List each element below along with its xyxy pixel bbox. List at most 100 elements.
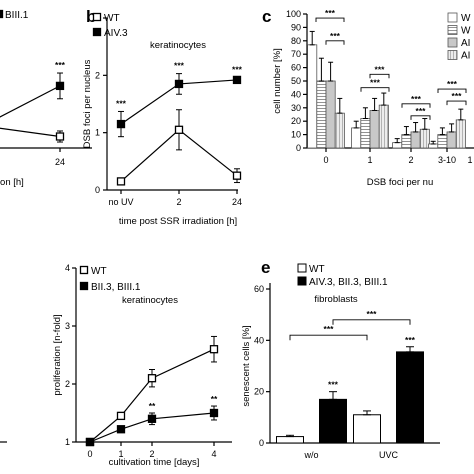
c-y-tick-label: 80 bbox=[291, 36, 301, 46]
e-y-tick-label: 40 bbox=[254, 335, 264, 345]
e-bar bbox=[276, 436, 304, 444]
c-panel-letter: c bbox=[262, 7, 271, 26]
d-point bbox=[147, 374, 157, 383]
c-legend-label: W bbox=[461, 13, 471, 24]
e-legend-swatch bbox=[297, 263, 307, 273]
d-x-tick-label: 0 bbox=[87, 449, 92, 459]
b-legend-marker bbox=[92, 12, 102, 22]
d-y-tick-label: 4 bbox=[65, 263, 70, 273]
e-significance: *** bbox=[328, 380, 339, 390]
c-bar bbox=[419, 128, 430, 149]
b-x-tick-label: 24 bbox=[232, 197, 242, 207]
c-significance: *** bbox=[325, 8, 336, 18]
c-bar bbox=[360, 118, 371, 149]
a-legend-marker bbox=[0, 9, 4, 19]
b-legend-marker bbox=[92, 27, 102, 37]
c-bar bbox=[392, 142, 403, 149]
a-series-filled-line bbox=[0, 85, 61, 118]
e-legend-label: WT bbox=[309, 264, 325, 275]
a-x-axis-label: ation [h] bbox=[0, 177, 24, 188]
c-y-tick-label: 0 bbox=[296, 143, 301, 153]
c-x-tick-label: 1 bbox=[467, 155, 472, 165]
c-significance: *** bbox=[411, 94, 422, 104]
e-legend-label: AIV.3, BII.3, BIII.1 bbox=[309, 277, 388, 288]
c-significance: *** bbox=[447, 79, 458, 89]
d-point bbox=[116, 425, 126, 434]
d-legend-marker bbox=[79, 265, 89, 275]
c-bracket bbox=[315, 17, 345, 23]
b-significance: *** bbox=[232, 65, 243, 75]
e-y-axis-label: senescent cells [%] bbox=[241, 325, 252, 406]
c-x-tick-label: 1 bbox=[367, 155, 372, 165]
a-legend-label: BIII.1 bbox=[5, 10, 29, 21]
c-legend-label: AI bbox=[461, 51, 470, 62]
c-significance: *** bbox=[452, 91, 463, 101]
c-bar bbox=[410, 131, 421, 149]
e-y-tick-label: 60 bbox=[254, 284, 264, 294]
c-legend-label: AI bbox=[461, 38, 470, 49]
c-y-axis-label: cell number [%] bbox=[272, 48, 283, 113]
d-point bbox=[209, 345, 219, 354]
c-bracket bbox=[325, 40, 345, 45]
c-y-tick-label: 60 bbox=[291, 63, 301, 73]
d-point bbox=[209, 408, 219, 418]
b-y-tick-label: 1 bbox=[95, 128, 100, 138]
b-y-tick-label: 2 bbox=[95, 70, 100, 80]
d-legend-label: WT bbox=[91, 266, 107, 277]
e-y-tick-label: 20 bbox=[254, 387, 264, 397]
e-bar bbox=[319, 398, 347, 444]
b-x-tick-label: no UV bbox=[108, 197, 133, 207]
c-y-tick-label: 50 bbox=[291, 76, 301, 86]
b-y-tick-label: 0 bbox=[95, 185, 100, 195]
c-bracket bbox=[410, 115, 431, 120]
c-bar bbox=[401, 134, 412, 149]
c-y-tick-label: 30 bbox=[291, 103, 301, 113]
d-point bbox=[147, 414, 157, 423]
c-y-tick-label: 20 bbox=[291, 116, 301, 126]
d-point bbox=[116, 411, 126, 421]
a-significance: *** bbox=[55, 60, 66, 70]
b-y-axis-label: DSB foci per nucleus bbox=[82, 59, 93, 148]
c-bar bbox=[455, 119, 466, 149]
c-bar bbox=[428, 143, 439, 149]
b-point bbox=[116, 177, 126, 186]
d-series-line-wt bbox=[89, 348, 215, 443]
e-bracket bbox=[332, 319, 411, 325]
d-y-tick-label: 3 bbox=[65, 321, 70, 331]
c-y-tick-label: 10 bbox=[291, 130, 301, 140]
d-legend-label: BII.3, BIII.1 bbox=[91, 282, 141, 293]
c-bar bbox=[378, 104, 389, 149]
c-bracket bbox=[401, 103, 431, 108]
c-legend-swatch bbox=[447, 37, 458, 48]
b-x-tick-label: 2 bbox=[176, 197, 181, 207]
e-y-tick-label: 0 bbox=[259, 438, 264, 448]
c-bar bbox=[307, 44, 318, 149]
c-bar bbox=[437, 134, 448, 149]
e-bracket bbox=[289, 334, 368, 341]
e-significance: *** bbox=[405, 335, 416, 345]
b-significance: *** bbox=[116, 98, 127, 108]
c-bar bbox=[334, 112, 345, 149]
c-legend-swatch bbox=[447, 25, 458, 35]
e-panel-letter: e bbox=[261, 258, 270, 277]
d-x-axis-label: cultivation time [days] bbox=[109, 457, 200, 468]
b-legend-label: AIV.3 bbox=[104, 28, 128, 39]
c-y-tick-label: 100 bbox=[286, 9, 301, 19]
c-bracket bbox=[360, 87, 390, 92]
c-bar bbox=[316, 80, 327, 149]
b-point bbox=[174, 79, 184, 89]
c-significance: *** bbox=[416, 106, 427, 116]
e-bar bbox=[396, 351, 424, 444]
a-x-tick-label: 24 bbox=[55, 157, 65, 167]
c-bracket bbox=[369, 73, 390, 79]
d-significance: ** bbox=[211, 394, 218, 404]
a-point-filled bbox=[55, 81, 65, 91]
c-bar bbox=[325, 80, 336, 149]
c-bar bbox=[369, 110, 380, 149]
a-series-open-line bbox=[0, 127, 61, 138]
c-significance: *** bbox=[370, 78, 381, 88]
d-legend-marker bbox=[79, 281, 89, 291]
c-bar bbox=[351, 127, 362, 149]
d-significance: ** bbox=[149, 401, 156, 411]
e-x-tick-label: UVC bbox=[379, 450, 399, 460]
